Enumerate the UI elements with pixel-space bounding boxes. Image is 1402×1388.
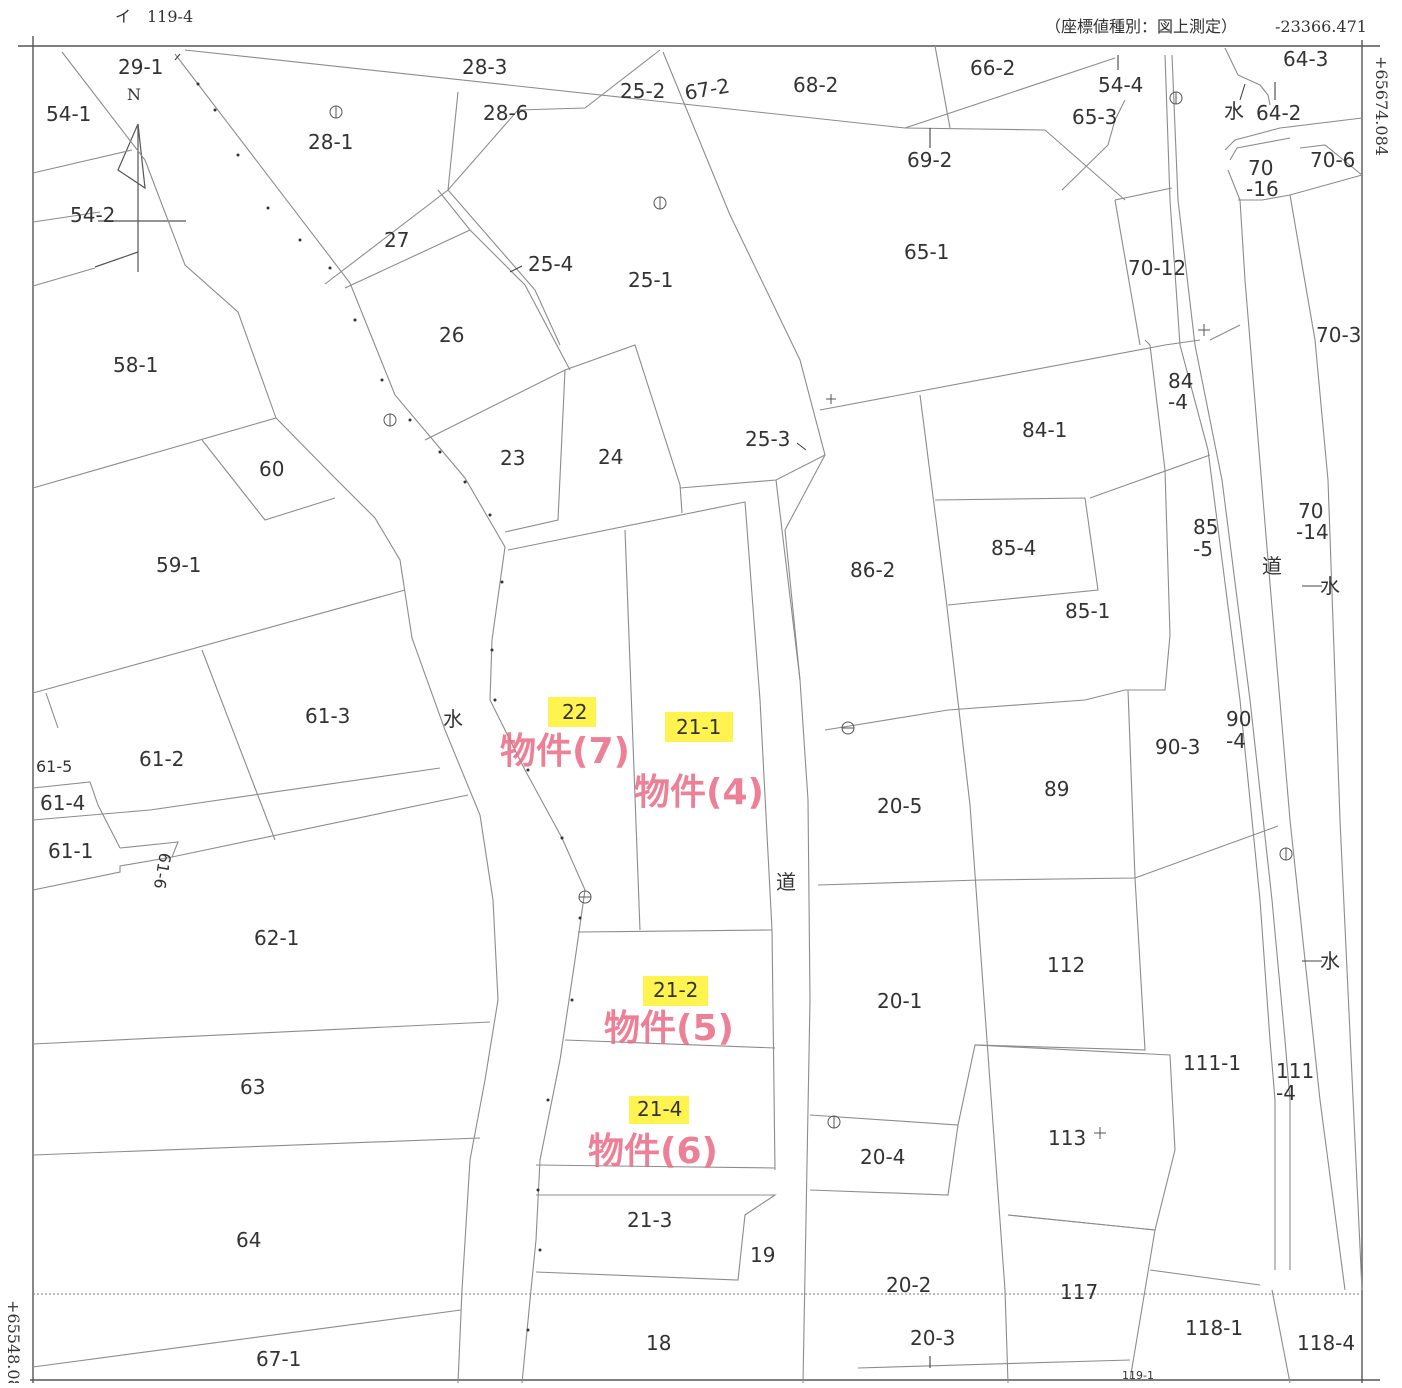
coord-type-note: （座標値種別：図上測定） [1045, 17, 1237, 36]
parcel-113: 113 [1048, 1126, 1086, 1150]
parcel-111-4-line2: -4 [1276, 1081, 1296, 1105]
parcel-84-4-line2: -4 [1168, 390, 1188, 414]
parcel-67-1: 67-1 [256, 1347, 301, 1371]
parcel-18: 18 [646, 1331, 671, 1355]
parcel-20-4: 20-4 [860, 1145, 905, 1169]
parcel-111-1: 111-1 [1183, 1051, 1241, 1075]
parcel-66-2: 66-2 [970, 56, 1015, 80]
parcel-85-5-line1: 85 [1193, 515, 1218, 539]
svg-text:N: N [127, 85, 141, 104]
parcel-21-1-highlight: 21-1 [676, 715, 721, 739]
parcel-70-14-line2: -14 [1296, 520, 1329, 544]
parcel-117: 117 [1060, 1280, 1098, 1304]
parcel-29-1: 29-1 [118, 55, 163, 79]
property-4-label: 物件(4) [634, 772, 764, 813]
parcel-63: 63 [240, 1075, 265, 1099]
parcel-61-5: 61-5 [36, 757, 72, 776]
parcel-90-4-line2: -4 [1226, 729, 1246, 753]
property-7-label: 物件(7) [500, 731, 630, 772]
parcel-68-2: 68-2 [793, 73, 838, 97]
parcel-86-2: 86-2 [850, 558, 895, 582]
coord-bottom-left: +65548.084 [4, 1300, 23, 1383]
parcel-70-3: 70-3 [1316, 323, 1361, 347]
parcel-61-2: 61-2 [139, 747, 184, 771]
parcel-61-6: 61-6 [150, 851, 175, 890]
parcel-21-2-highlight: 21-2 [653, 978, 698, 1002]
water-label-top: 水 [1224, 99, 1244, 123]
parcel-22-highlight: 22 [562, 700, 587, 724]
parcel-58-1: 58-1 [113, 353, 158, 377]
parcel-59-1: 59-1 [156, 553, 201, 577]
parcel-70-12: 70-12 [1128, 256, 1186, 280]
parcel-84-1: 84-1 [1022, 418, 1067, 442]
parcel-90-3: 90-3 [1155, 735, 1200, 759]
parcel-69-2: 69-2 [907, 148, 952, 172]
parcel-62-1: 62-1 [254, 926, 299, 950]
parcel-112: 112 [1047, 953, 1085, 977]
property-5-label: 物件(5) [604, 1008, 734, 1049]
parcel-60: 60 [259, 457, 284, 481]
parcel-64-2: 64-2 [1256, 101, 1301, 125]
parcel-24: 24 [598, 445, 623, 469]
parcel-111-4-line1: 111 [1276, 1059, 1314, 1083]
top-left-code: イ 119-4 [115, 7, 193, 26]
parcel-65-1: 65-1 [904, 240, 949, 264]
parcel-20-2: 20-2 [886, 1273, 931, 1297]
parcel-118-4: 118-4 [1297, 1331, 1355, 1355]
parcel-25-3: 25-3 [745, 427, 790, 451]
parcel-19: 19 [750, 1243, 775, 1267]
coord-right: +65674.084 [1372, 56, 1391, 156]
parcel-70-16-line2: -16 [1246, 177, 1279, 201]
property-6-label: 物件(6) [588, 1131, 718, 1172]
parcel-65-3: 65-3 [1072, 105, 1117, 129]
road-label-right: 道 [1262, 554, 1282, 578]
parcel-20-3: 20-3 [910, 1326, 955, 1350]
road-label-center: 道 [776, 870, 796, 894]
parcel-20-1: 20-1 [877, 989, 922, 1013]
parcel-25-4: 25-4 [528, 252, 573, 276]
parcel-28-6: 28-6 [483, 101, 528, 125]
parcel-118-1: 118-1 [1185, 1316, 1243, 1340]
parcel-90-4-line1: 90 [1226, 707, 1251, 731]
parcel-21-4-highlight: 21-4 [637, 1097, 682, 1121]
parcel-85-4: 85-4 [991, 536, 1036, 560]
parcel-54-2: 54-2 [70, 203, 115, 227]
water-boundary-dots [197, 83, 582, 1332]
coord-x-top: -23366.471 [1275, 17, 1367, 36]
water-label-right-1: 水 [1320, 574, 1340, 598]
bottom-code: 119-1 [1122, 1369, 1154, 1382]
parcel-28-1: 28-1 [308, 130, 353, 154]
survey-marks [330, 92, 1292, 1139]
parcel-85-5-line2: -5 [1193, 537, 1213, 561]
parcel-54-1: 54-1 [46, 102, 91, 126]
parcel-26: 26 [439, 323, 464, 347]
parcel-89: 89 [1044, 777, 1069, 801]
parcel-64: 64 [236, 1228, 261, 1252]
parcel-61-3: 61-3 [305, 704, 350, 728]
parcel-70-6: 70-6 [1310, 148, 1355, 172]
parcel-25-1: 25-1 [628, 268, 673, 292]
parcel-64-3: 64-3 [1283, 47, 1328, 71]
parcel-28-3: 28-3 [462, 55, 507, 79]
parcel-54-4: 54-4 [1098, 73, 1143, 97]
parcel-67-2: 67-2 [683, 73, 732, 105]
water-label-left: 水 [443, 707, 463, 731]
parcel-20-5: 20-5 [877, 794, 922, 818]
parcel-25-2: 25-2 [620, 79, 665, 103]
parcel-21-3: 21-3 [627, 1208, 672, 1232]
parcel-61-4: 61-4 [40, 791, 85, 815]
parcel-61-1: 61-1 [48, 839, 93, 863]
parcel-85-1: 85-1 [1065, 599, 1110, 623]
water-label-right-2: 水 [1320, 949, 1340, 973]
parcel-23: 23 [500, 446, 525, 470]
parcel-27: 27 [384, 228, 409, 252]
